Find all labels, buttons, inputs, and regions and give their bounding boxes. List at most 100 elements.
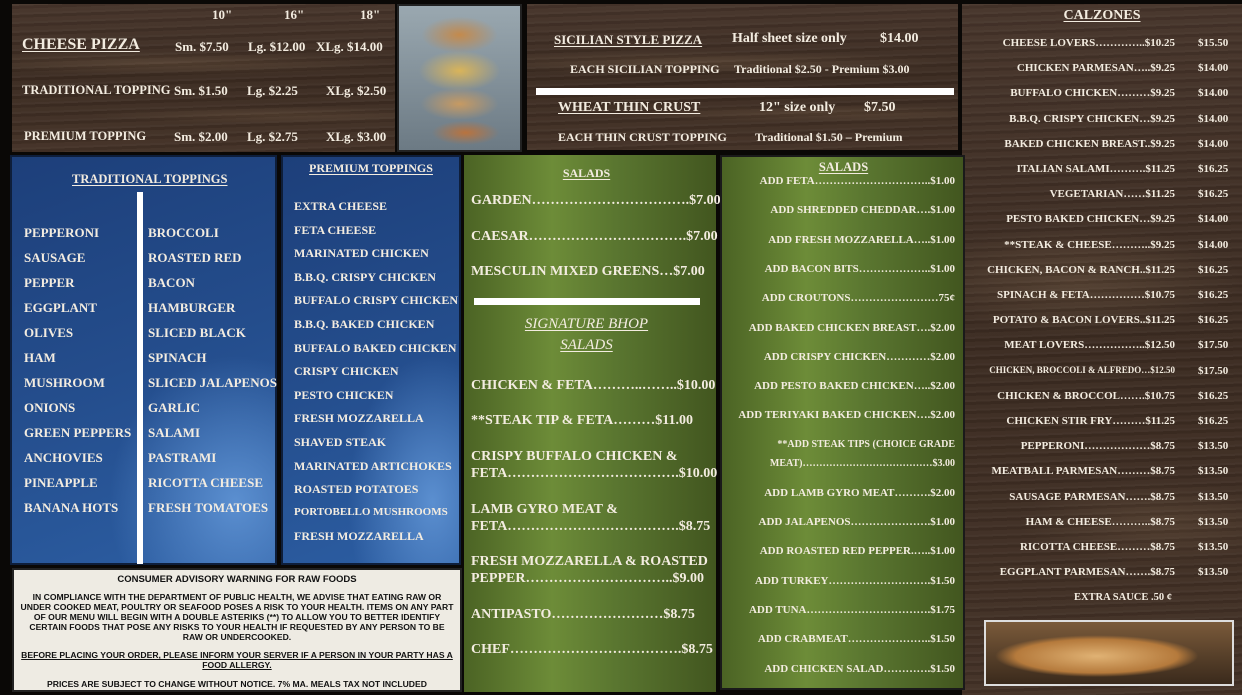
divider bbox=[536, 88, 954, 95]
salad-addon-item: ADD CHICKEN SALAD………….$1.50 bbox=[764, 662, 955, 675]
calzone-item-large-price: $16.25 bbox=[1198, 188, 1229, 201]
topping-item: HAM bbox=[24, 350, 56, 365]
column-divider bbox=[137, 192, 143, 564]
wheat-price: $7.50 bbox=[864, 100, 896, 115]
sicilian-topping-label: EACH SICILIAN TOPPING bbox=[570, 62, 720, 76]
calzone-item-name: MEATBALL PARMESAN………$8.75 bbox=[991, 465, 1175, 478]
calzone-item-name: VEGETARIAN……$11.25 bbox=[1049, 188, 1175, 201]
salad-addon-item: ADD BACON BITS………………..$1.00 bbox=[764, 262, 955, 275]
salad-addon-item: ADD CRISPY CHICKEN…………$2.00 bbox=[763, 350, 955, 363]
calzone-item-large-price: $14.00 bbox=[1198, 238, 1229, 251]
calzone-item-large-price: $15.50 bbox=[1198, 37, 1229, 49]
topping-item: OLIVES bbox=[24, 325, 74, 340]
pizza-stack-photo bbox=[397, 4, 522, 152]
topping-item: B.B.Q. CRISPY CHICKEN bbox=[294, 269, 436, 284]
salad-addon-item: ADD LAMB GYRO MEAT……….$2.00 bbox=[764, 486, 955, 499]
price-lg: Lg. $12.00 bbox=[248, 39, 306, 54]
salad-addon-item: ADD FRESH MOZZARELLA…..$1.00 bbox=[768, 233, 955, 246]
size-18: 18" bbox=[360, 7, 381, 22]
price-lg: Lg. $2.25 bbox=[247, 83, 298, 98]
calzone-item-name: PEPPERONI………………$8.75 bbox=[1020, 440, 1175, 453]
signature-salad-item: ANTIPASTO……………………$8.75 bbox=[471, 607, 695, 622]
topping-item: SPINACH bbox=[148, 350, 207, 365]
premium-toppings-panel: PREMIUM TOPPINGS EXTRA CHEESE FETA CHEESE… bbox=[281, 155, 461, 565]
topping-item: SLICED BLACK bbox=[148, 325, 246, 340]
topping-item: PEPPER bbox=[24, 275, 75, 290]
topping-item: BACON bbox=[148, 275, 195, 290]
calzone-item-large-price: $13.50 bbox=[1198, 440, 1229, 453]
salad-addon-item: MEAT)…………………………………$3.00 bbox=[769, 457, 955, 469]
topping-item: PINEAPPLE bbox=[24, 475, 98, 490]
topping-item: SHAVED STEAK bbox=[294, 435, 387, 449]
topping-item: FETA CHEESE bbox=[294, 222, 377, 237]
topping-item: BROCCOLI bbox=[148, 225, 219, 240]
salad-addon-item: ADD TURKEY……………………….$1.50 bbox=[755, 574, 955, 587]
topping-item: B.B.Q. BAKED CHICKEN bbox=[294, 317, 435, 331]
calzone-item-large-price: $13.50 bbox=[1198, 515, 1229, 528]
pizza-prices-panel: 10" 16" 18" CHEESE PIZZA Sm. $7.50 Lg. $… bbox=[12, 4, 395, 152]
calzones-title: CALZONES bbox=[1063, 8, 1141, 23]
topping-item: PESTO CHICKEN bbox=[294, 387, 394, 402]
topping-item: ROASTED RED bbox=[148, 250, 242, 265]
calzone-item-large-price: $16.25 bbox=[1198, 263, 1229, 276]
topping-item: MARINATED CHICKEN bbox=[294, 246, 429, 261]
calzone-item-name: **STEAK & CHEESE………..$9.25 bbox=[1004, 238, 1175, 251]
salads-title: SALADS bbox=[562, 166, 611, 180]
calzone-item-name: SPINACH & FETA……………$10.75 bbox=[997, 289, 1175, 301]
calzone-item-name: POTATO & BACON LOVERS..$11.25 bbox=[992, 314, 1175, 327]
price-xlg: XLg. $3.00 bbox=[326, 129, 387, 144]
sicilian-price: $14.00 bbox=[880, 31, 919, 46]
calzone-item-name: SAUSAGE PARMESAN…….$8.75 bbox=[1009, 490, 1175, 503]
calzone-item-large-price: $16.25 bbox=[1198, 314, 1229, 327]
calzone-item-large-price: $13.50 bbox=[1198, 541, 1229, 553]
calzone-item-name: PESTO BAKED CHICKEN…$9.25 bbox=[1006, 213, 1175, 226]
traditional-toppings-title: TRADITIONAL TOPPINGS bbox=[72, 172, 228, 186]
size-16: 16" bbox=[284, 7, 305, 22]
topping-item: GARLIC bbox=[148, 400, 201, 415]
wheat-topping-price: Traditional $1.50 – Premium bbox=[755, 130, 903, 144]
topping-item: MARINATED ARTICHOKES bbox=[294, 458, 452, 473]
topping-item: ANCHOVIES bbox=[24, 450, 103, 465]
salad-addon-item: ADD FETA…………………………..$1.00 bbox=[759, 175, 955, 187]
calzone-item-name: CHICKEN & BROCCOL…….$10.75 bbox=[997, 389, 1175, 402]
calzone-item-large-price: $13.50 bbox=[1198, 566, 1229, 579]
calzone-item-large-price: $14.00 bbox=[1198, 112, 1229, 125]
topping-item: PASTRAMI bbox=[148, 450, 217, 465]
sicilian-size: Half sheet size only bbox=[732, 31, 847, 46]
signature-salad-item: **STEAK TIP & FETA………$11.00 bbox=[471, 413, 693, 428]
calzone-item-large-price: $16.25 bbox=[1198, 163, 1229, 175]
topping-item: FRESH TOMATOES bbox=[148, 500, 269, 515]
salad-addon-item: ADD CROUTONS……………………75¢ bbox=[761, 292, 955, 305]
traditional-topping-label: TRADITIONAL TOPPING bbox=[22, 83, 171, 97]
signature-title: SALADS bbox=[560, 337, 613, 353]
topping-item: BUFFALO CRISPY CHICKEN bbox=[294, 293, 459, 308]
calzone-item-name: CHICKEN, BROCCOLI & ALFREDO…$12.50 bbox=[989, 364, 1175, 375]
salad-addon-item: ADD TUNA…………………………….$1.75 bbox=[748, 603, 955, 616]
calzone-item-name: HAM & CHEESE………..$8.75 bbox=[1025, 515, 1175, 528]
specialty-pizza-panel: SICILIAN STYLE PIZZA Half sheet size onl… bbox=[527, 4, 958, 150]
salad-addon-item: ADD PESTO BAKED CHICKEN…..$2.00 bbox=[754, 380, 955, 393]
calzones-panel: CALZONES CHEESE LOVERS…………..$10.25 $15.50… bbox=[962, 4, 1242, 695]
calzone-item-large-price: $16.25 bbox=[1198, 389, 1229, 402]
topping-item: BUFFALO BAKED CHICKEN bbox=[294, 340, 457, 355]
price-sm: Sm. $1.50 bbox=[174, 83, 228, 98]
signature-salad-item: CRISPY BUFFALO CHICKEN & bbox=[471, 449, 678, 464]
signature-salad-item: FRESH MOZZARELLA & ROASTED bbox=[471, 554, 708, 569]
salad-addon-item: ADD CRABMEAT…………………..$1.50 bbox=[757, 633, 955, 646]
price-notice: PRICES ARE SUBJECT TO CHANGE WITHOUT NOT… bbox=[47, 679, 427, 689]
topping-item: PEPPERONI bbox=[24, 225, 100, 240]
salad-addon-item: ADD BAKED CHICKEN BREAST….$2.00 bbox=[748, 321, 955, 334]
salad-addon-item: ADD ROASTED RED PEPPER.…..$1.00 bbox=[759, 545, 955, 558]
topping-item: SALAMI bbox=[148, 425, 201, 440]
salad-item: CAESAR…………………………….$7.00 bbox=[471, 229, 718, 244]
calzone-item-name: BUFFALO CHICKEN………$9.25 bbox=[1010, 87, 1175, 100]
size-10: 10" bbox=[212, 7, 233, 22]
salad-item: MESCULIN MIXED GREENS…$7.00 bbox=[471, 264, 705, 279]
calzone-item-large-price: $14.00 bbox=[1198, 213, 1229, 226]
sicilian-topping-price: Traditional $2.50 - Premium $3.00 bbox=[734, 62, 910, 76]
advisory-body: IN COMPLIANCE WITH THE DEPARTMENT OF PUB… bbox=[20, 592, 454, 642]
topping-item: SLICED JALAPENOS bbox=[148, 375, 277, 390]
calzone-item-large-price: $17.50 bbox=[1198, 339, 1229, 352]
premium-toppings-title: PREMIUM TOPPINGS bbox=[309, 161, 433, 175]
calzone-item-name: ITALIAN SALAMI……….$11.25 bbox=[1016, 163, 1175, 175]
